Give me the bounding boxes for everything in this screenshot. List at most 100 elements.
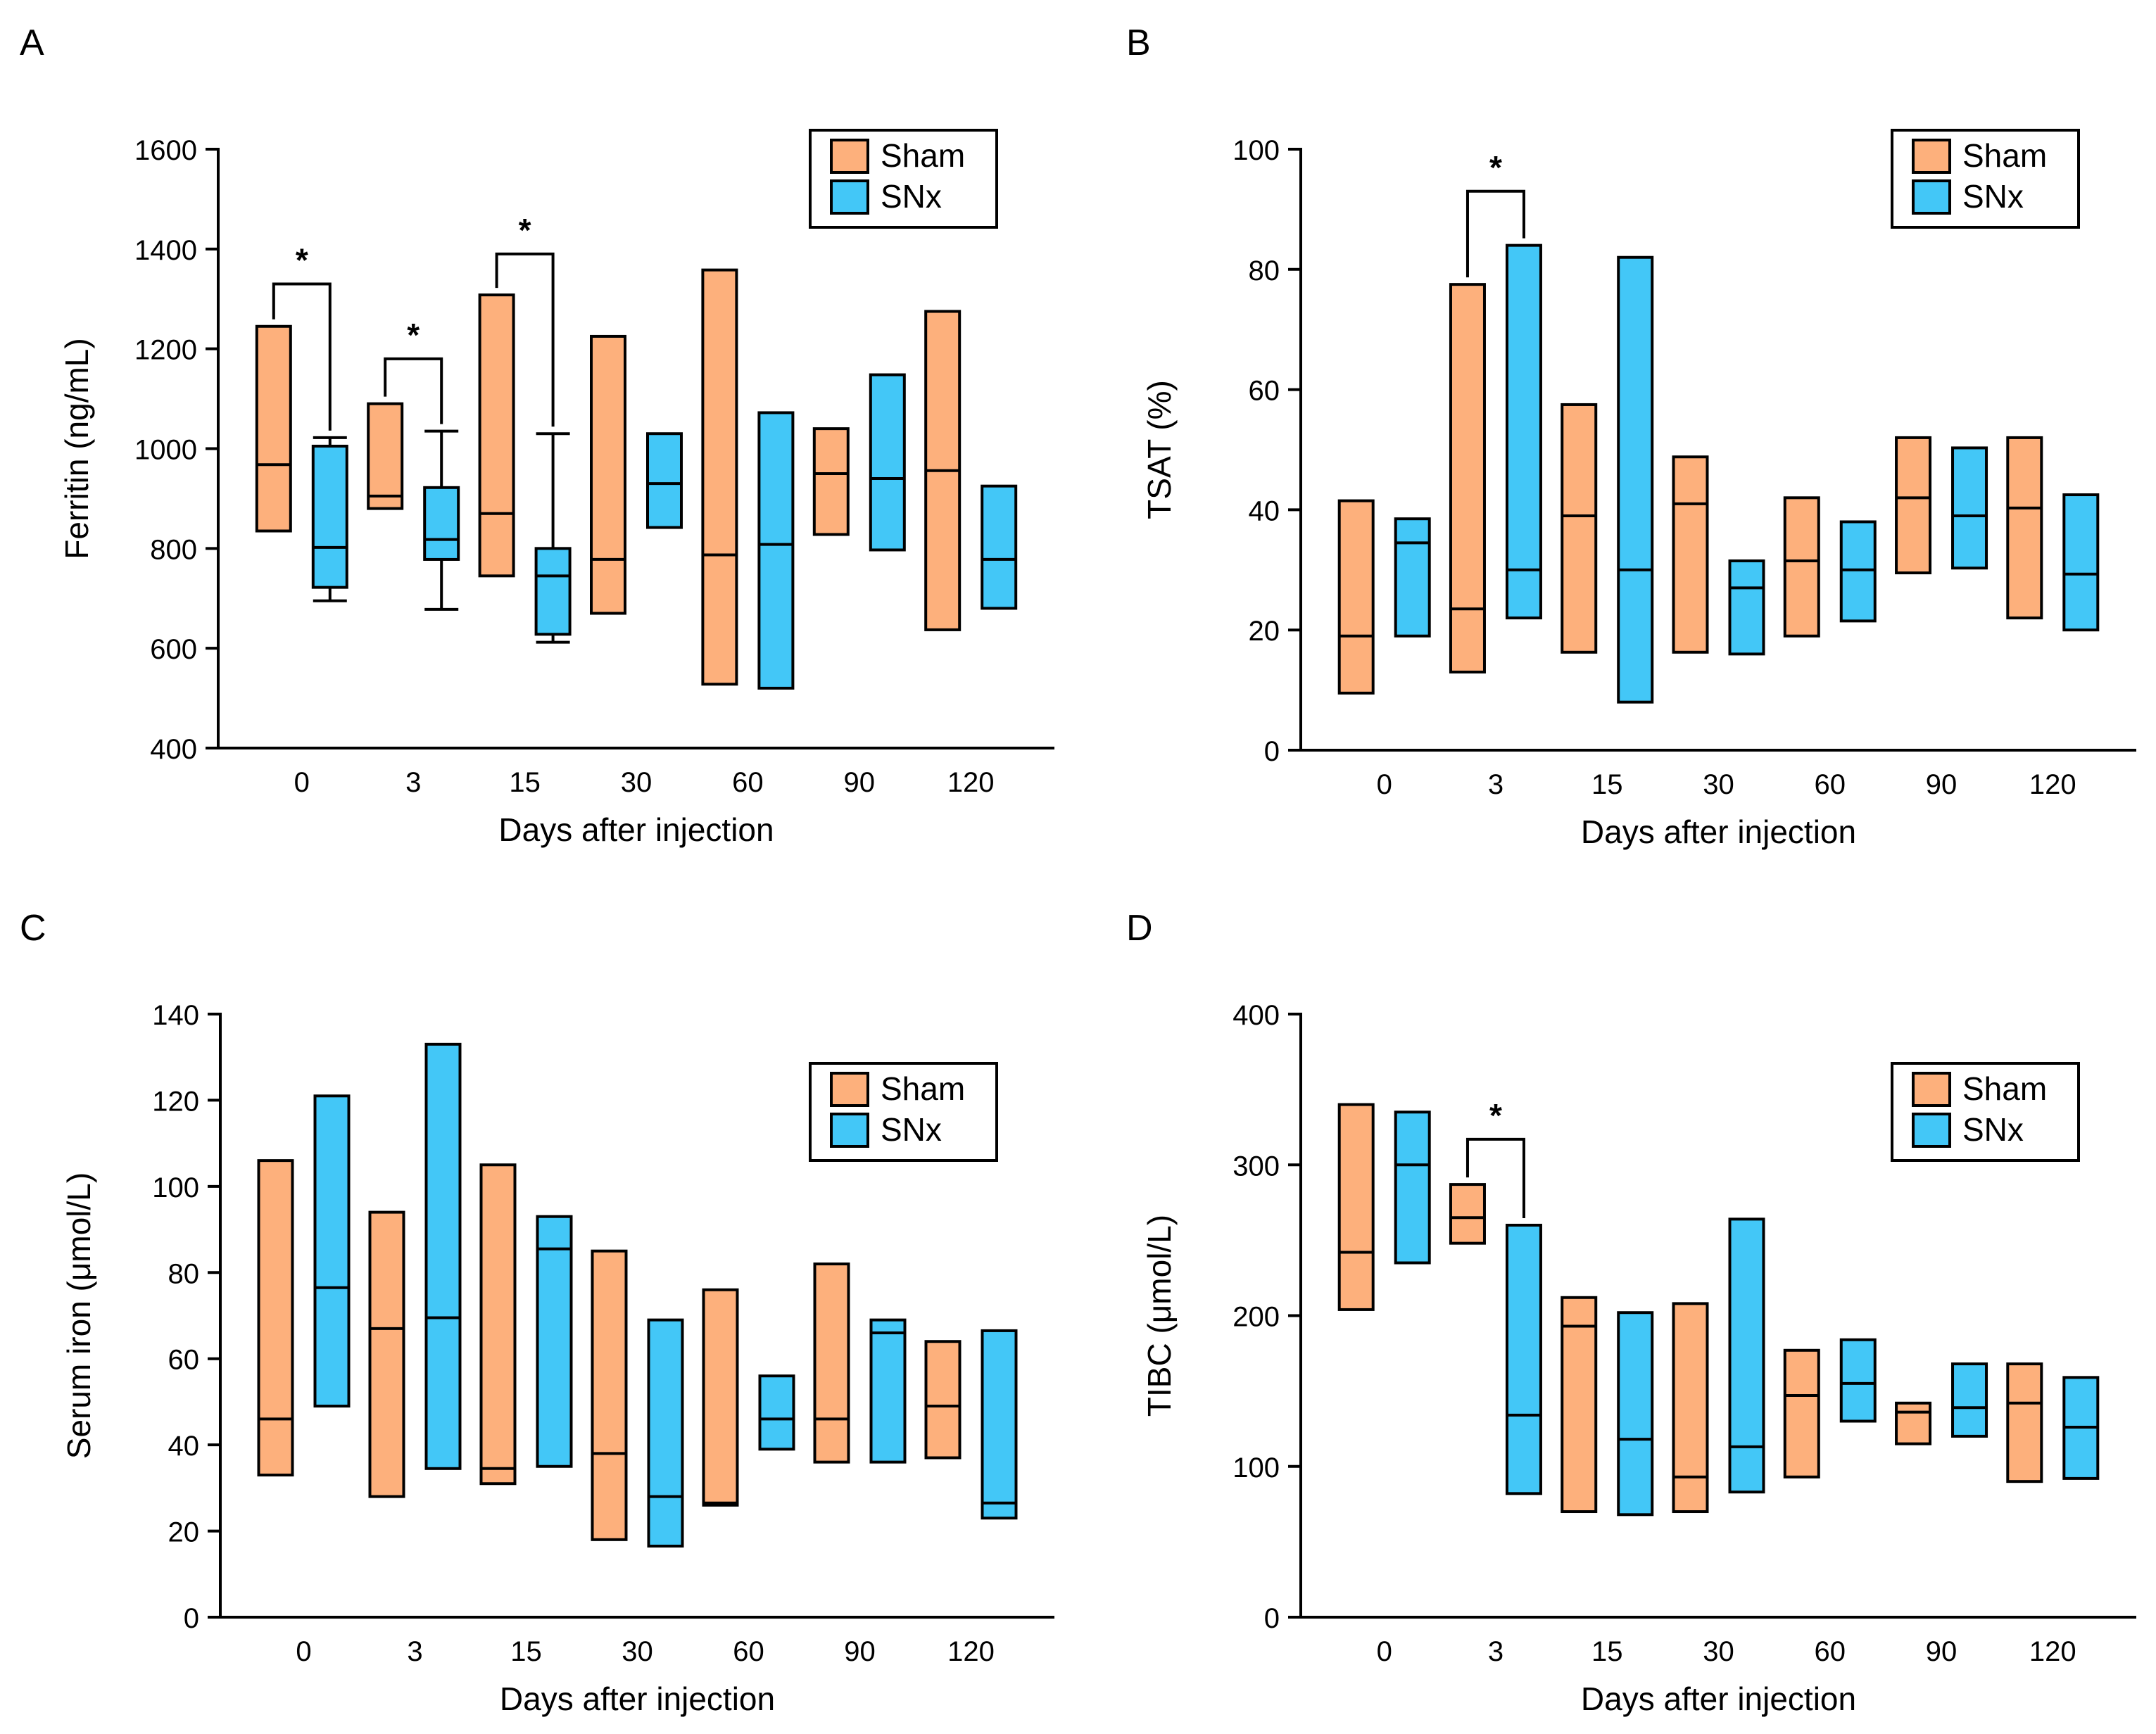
x-tick-label: 60 — [732, 767, 764, 798]
x-tick-label: 60 — [1815, 769, 1846, 800]
y-tick-label: 400 — [1233, 1000, 1280, 1031]
x-tick-label: 3 — [1488, 769, 1503, 800]
legend: Sham SNx — [1891, 129, 2080, 229]
box-snx-60 — [1839, 1338, 1877, 1423]
x-tick-label: 30 — [1703, 769, 1734, 800]
box-sham-30 — [590, 334, 626, 615]
box-snx-120 — [981, 484, 1018, 610]
legend-swatch-sham — [830, 139, 869, 174]
box-sham-90 — [1895, 1401, 1932, 1445]
y-tick-label: 1600 — [134, 135, 197, 166]
box-snx-15 — [534, 547, 572, 636]
x-tick-label: 15 — [510, 1636, 542, 1667]
box-snx-30 — [647, 1318, 684, 1548]
panel-c: C 0 20 40 60 80 100 120 140 0 3 15 30 60 90 120 Days aft… — [20, 908, 1054, 1717]
significance-star: * — [1489, 1097, 1502, 1134]
significance-star: * — [296, 241, 308, 278]
box-snx-30 — [646, 432, 683, 529]
legend-swatch-snx — [830, 179, 869, 215]
box-snx-15 — [536, 1215, 573, 1468]
x-axis-title: Days after injection — [498, 811, 774, 848]
box-sham-0 — [1337, 499, 1375, 695]
y-tick-label: 100 — [1233, 135, 1280, 166]
significance-bracket — [272, 282, 332, 431]
box-sham-30 — [1672, 1302, 1709, 1514]
legend-swatch-sham — [830, 1072, 869, 1107]
y-tick-label: 800 — [150, 534, 197, 565]
y-tick-label: 20 — [168, 1517, 200, 1548]
x-tick-label: 90 — [844, 767, 876, 798]
panel-letter: D — [1126, 908, 1153, 949]
legend-label-snx: SNx — [881, 1111, 942, 1148]
legend-label-sham: Sham — [881, 1070, 965, 1107]
y-tick-label: 80 — [1249, 255, 1280, 286]
x-tick-label: 30 — [1703, 1636, 1734, 1667]
box-sham-3 — [1449, 1183, 1486, 1245]
y-tick-label: 300 — [1233, 1151, 1280, 1182]
panel-a: A 400 600 800 1000 1200 1400 1600 0 3 15 30 60 90 120 D… — [20, 23, 1054, 848]
significance-bracket — [1465, 189, 1525, 278]
y-tick-label: 80 — [168, 1258, 200, 1289]
x-tick-label: 0 — [294, 767, 310, 798]
x-tick-label: 3 — [405, 767, 421, 798]
y-axis-title: Ferritin (ng/mL) — [58, 338, 95, 559]
box-snx-0 — [311, 444, 348, 589]
y-tick-label: 0 — [1264, 1603, 1280, 1634]
y-tick-label: 120 — [152, 1086, 199, 1117]
box-sham-120 — [2006, 436, 2043, 620]
box-snx-3 — [1505, 1223, 1542, 1495]
box-snx-30 — [1728, 1217, 1765, 1494]
x-tick-label: 15 — [1591, 1636, 1623, 1667]
legend-label-sham: Sham — [1962, 1070, 2047, 1107]
y-tick-label: 1400 — [134, 235, 197, 266]
box-snx-3 — [423, 486, 460, 561]
box-sham-90 — [812, 427, 850, 536]
legend-swatch-sham — [1912, 139, 1951, 174]
x-axis-title: Days after injection — [1581, 1681, 1856, 1717]
box-snx-30 — [1728, 559, 1765, 656]
box-snx-60 — [1839, 520, 1877, 623]
y-tick-label: 1000 — [134, 435, 197, 466]
legend-swatch-snx — [830, 1113, 869, 1148]
significance-star: * — [519, 212, 531, 248]
x-tick-label: 3 — [407, 1636, 422, 1667]
box-snx-60 — [757, 411, 795, 690]
x-tick-label: 90 — [1926, 769, 1958, 800]
box-sham-30 — [1672, 455, 1709, 654]
y-axis-title: Serum iron (μmol/L) — [61, 1172, 97, 1459]
x-tick-label: 15 — [1591, 769, 1623, 800]
box-sham-120 — [924, 1340, 962, 1460]
box-snx-120 — [981, 1329, 1018, 1520]
x-tick-label: 60 — [733, 1636, 764, 1667]
box-sham-120 — [2006, 1362, 2043, 1483]
y-tick-label: 0 — [1264, 736, 1280, 767]
x-tick-label: 90 — [1926, 1636, 1958, 1667]
box-snx-90 — [1951, 1362, 1988, 1438]
box-sham-90 — [813, 1262, 850, 1464]
legend-swatch-sham — [1912, 1072, 1951, 1107]
box-snx-0 — [1394, 517, 1431, 638]
box-sham-90 — [1895, 436, 1932, 575]
x-tick-label: 120 — [947, 1636, 995, 1667]
y-tick-label: 100 — [1233, 1453, 1280, 1483]
box-sham-60 — [702, 1288, 739, 1507]
box-snx-90 — [1951, 446, 1988, 570]
box-snx-0 — [1394, 1110, 1431, 1265]
box-sham-15 — [1561, 403, 1598, 654]
significance-bracket — [384, 357, 443, 424]
box-sham-60 — [1783, 496, 1820, 638]
y-axis-title: TIBC (μmol/L) — [1141, 1215, 1178, 1417]
box-sham-0 — [255, 324, 292, 533]
y-tick-label: 60 — [168, 1345, 200, 1376]
x-tick-label: 60 — [1815, 1636, 1846, 1667]
box-snx-3 — [424, 1042, 462, 1470]
y-tick-label: 600 — [150, 634, 197, 665]
legend: Sham SNx — [809, 1062, 998, 1162]
box-sham-15 — [478, 293, 515, 578]
x-tick-label: 0 — [1377, 1636, 1392, 1667]
y-tick-label: 140 — [152, 1000, 199, 1031]
panel-d: D 0 100 200 300 400 0 3 15 30 60 90 120 Days after in… — [1126, 908, 2136, 1717]
box-snx-60 — [758, 1374, 795, 1451]
x-tick-label: 90 — [844, 1636, 876, 1667]
